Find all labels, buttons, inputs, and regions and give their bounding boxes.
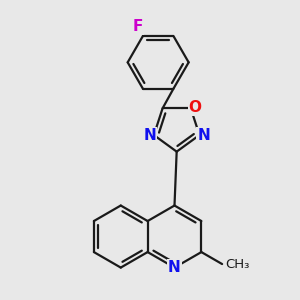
Text: F: F	[132, 19, 143, 34]
Text: O: O	[189, 100, 202, 115]
Text: N: N	[168, 260, 181, 275]
Text: CH₃: CH₃	[225, 257, 250, 271]
Text: N: N	[143, 128, 156, 142]
Text: N: N	[197, 128, 210, 142]
